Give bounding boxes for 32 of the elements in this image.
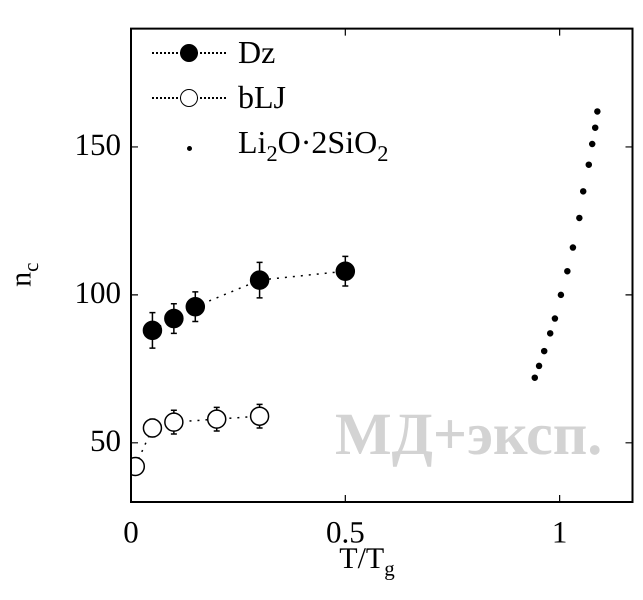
- point: [570, 244, 576, 251]
- point: [164, 412, 184, 432]
- x-axis-title: T/T$_{g}$: [339, 542, 395, 580]
- point: [336, 261, 356, 281]
- point: [532, 374, 538, 381]
- point: [552, 315, 558, 322]
- y-tick-label: 100: [74, 275, 121, 310]
- legend-label: bLJ: [238, 78, 286, 117]
- point: [564, 268, 571, 274]
- point: [186, 296, 206, 316]
- point: [250, 270, 270, 290]
- point: [576, 214, 583, 222]
- legend-label: Li$_{2}$O·2SiO$_{2}$: [238, 123, 388, 168]
- point: [540, 348, 548, 354]
- point: [164, 308, 184, 328]
- point: [592, 124, 598, 131]
- point: [250, 406, 270, 426]
- point: [142, 320, 162, 340]
- x-tick-label: 1: [552, 514, 568, 550]
- point: [206, 409, 226, 429]
- point: [142, 418, 162, 438]
- point: [586, 161, 592, 168]
- y-tick-label: 50: [90, 422, 121, 458]
- point: [588, 140, 596, 148]
- point: [546, 330, 554, 337]
- point: [580, 188, 586, 195]
- point: [558, 292, 564, 298]
- legend-label: Dz: [238, 33, 276, 72]
- y-tick-label: 150: [74, 127, 121, 162]
- x-tick-label: 0: [123, 514, 139, 550]
- point: [594, 108, 601, 115]
- point: [536, 362, 542, 370]
